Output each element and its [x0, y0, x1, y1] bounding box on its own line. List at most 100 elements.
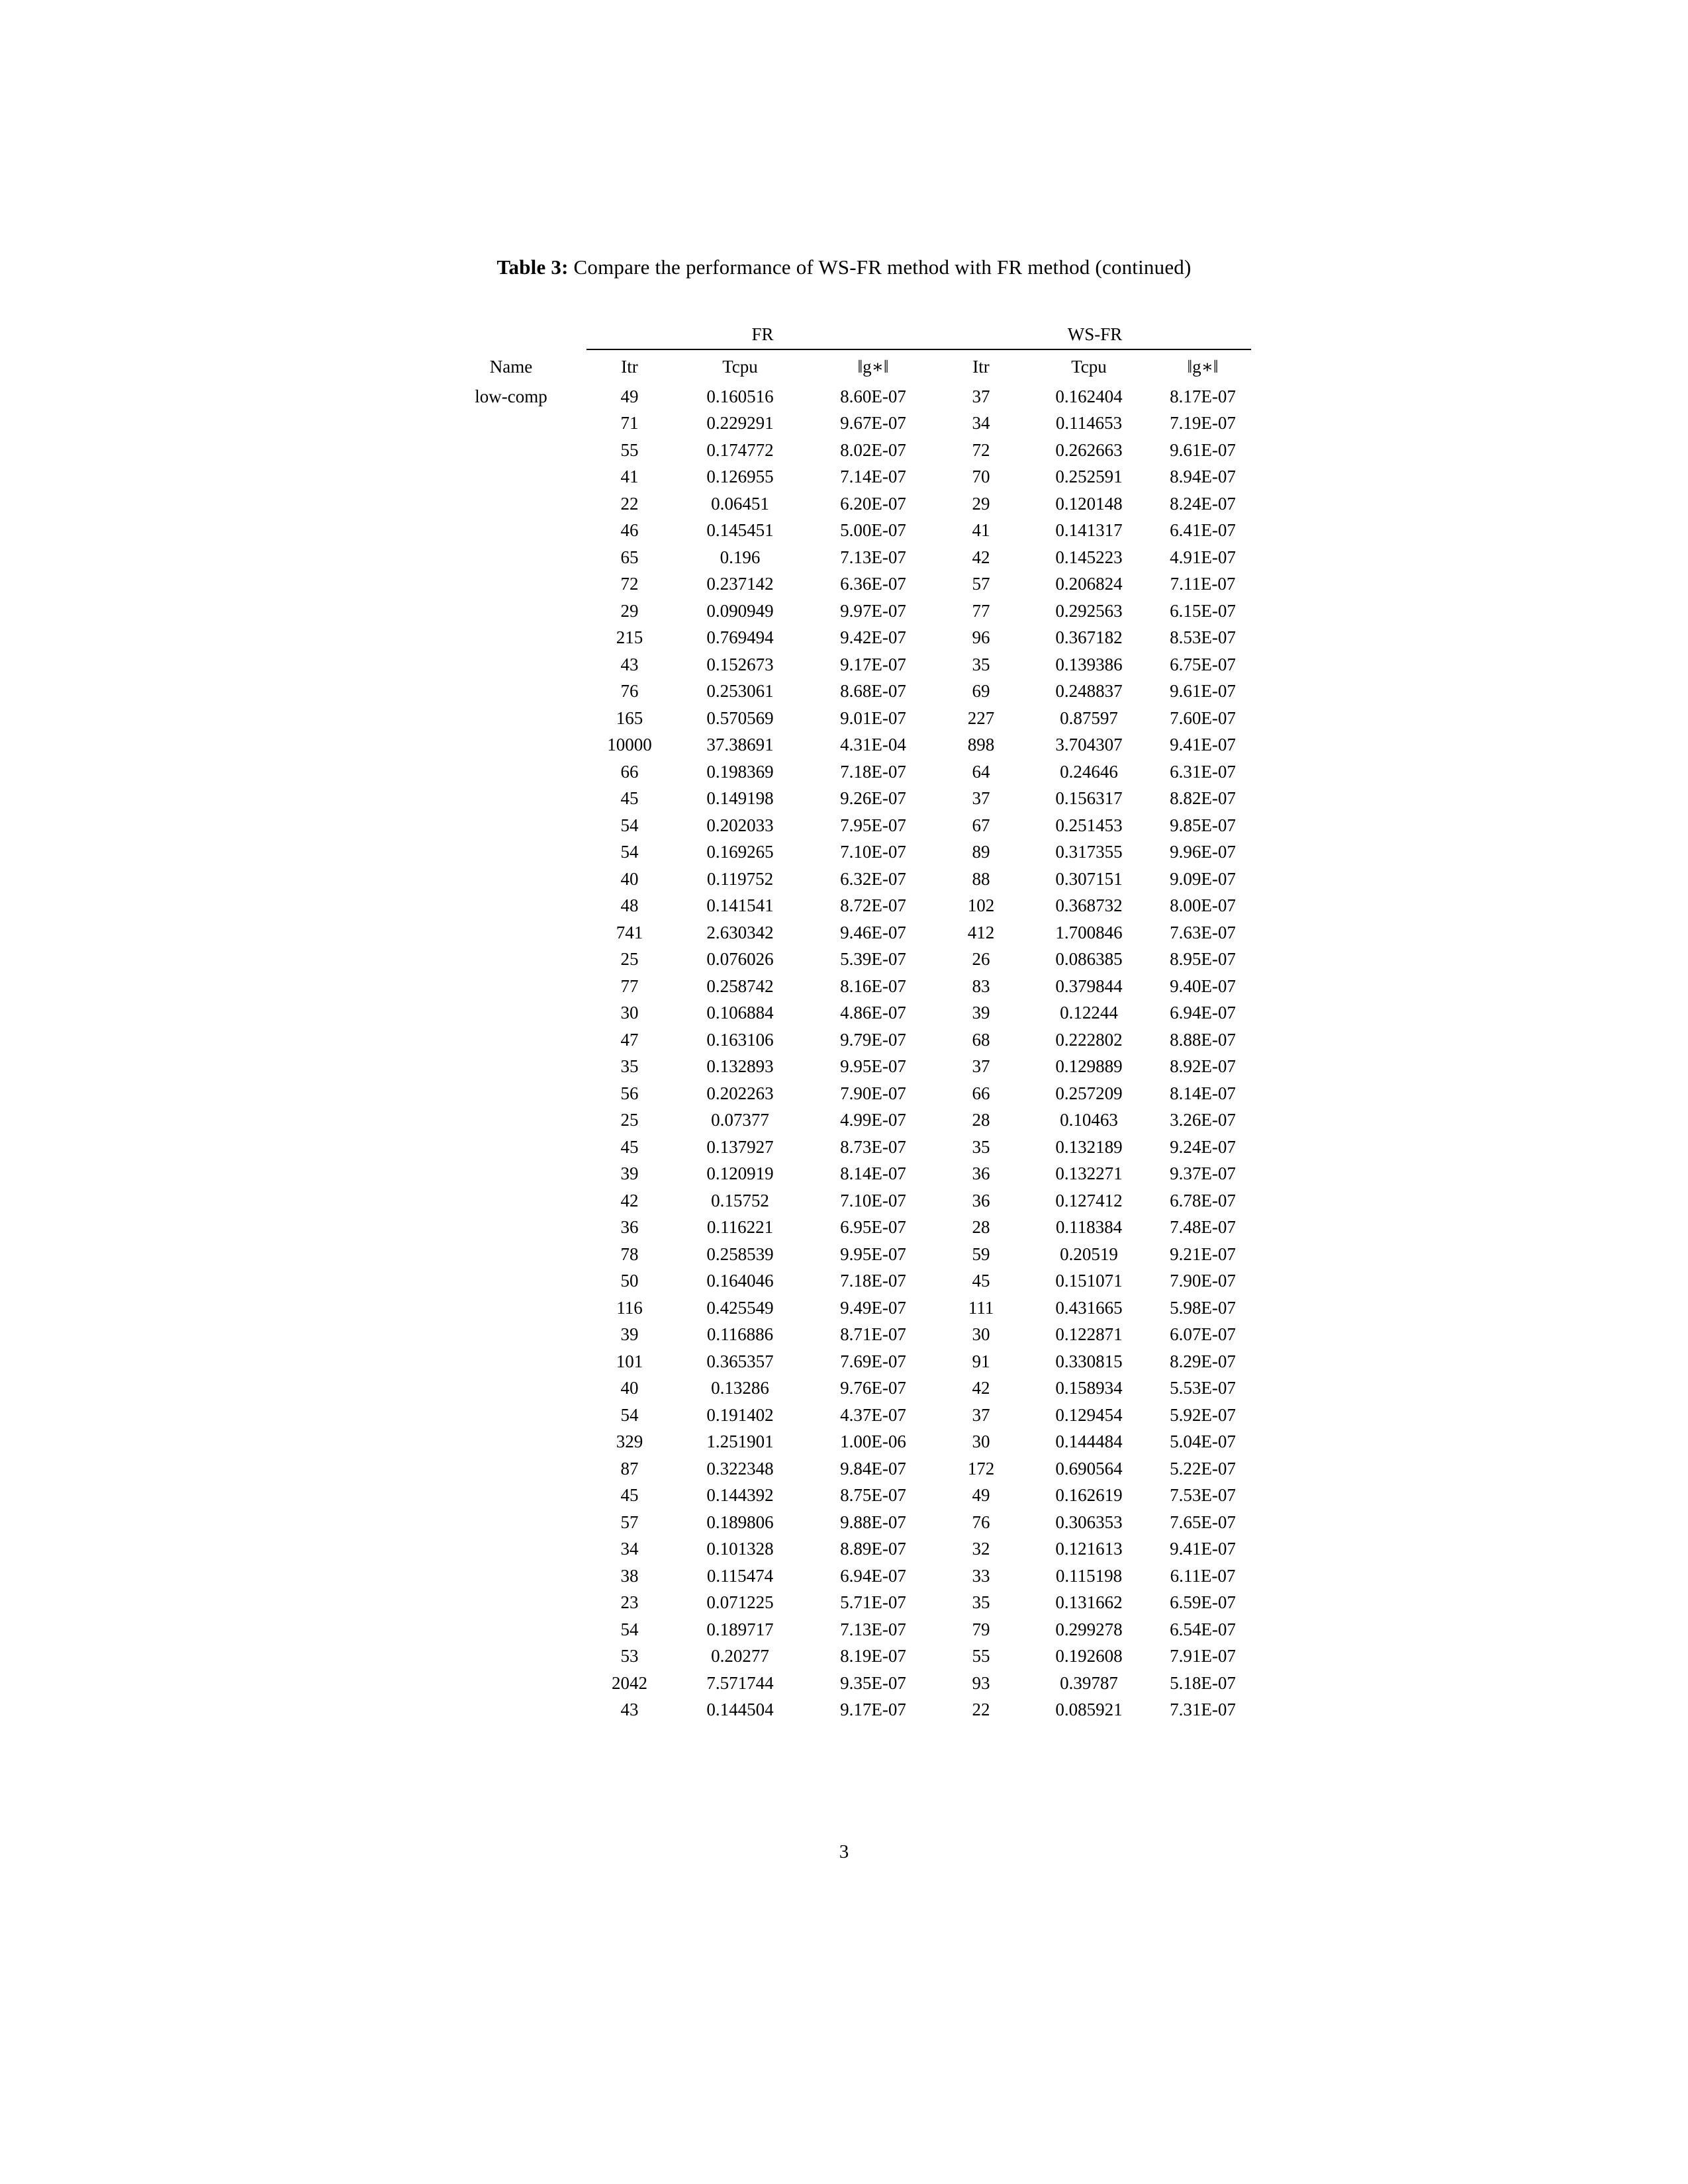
cell-fr_g: 6.94E-07	[840, 1565, 906, 1586]
cell-fr_tcpu: 0.322348	[706, 1458, 774, 1479]
cell-fr_g: 8.60E-07	[840, 386, 906, 406]
cell-ws_itr: 76	[972, 1512, 990, 1532]
cell-ws_g: 7.19E-07	[1170, 413, 1236, 433]
table-row: 741 2.630342 9.46E-07 412 1.700846 7.63E-07	[436, 919, 1251, 946]
cell-name	[436, 1429, 586, 1456]
cell-fr_tcpu: 0.137927	[706, 1136, 774, 1157]
cell-fr_itr: 50	[620, 1271, 639, 1291]
cell-ws_tcpu: 0.24646	[1060, 761, 1118, 782]
cell-fr_itr: 10000	[607, 735, 652, 755]
cell-name	[436, 1295, 586, 1322]
table-row: 47 0.163106 9.79E-07 68 0.222802 8.88E-07	[436, 1026, 1251, 1054]
cell-fr_g: 9.88E-07	[840, 1512, 906, 1532]
cell-name	[436, 1509, 586, 1536]
cell-ws_tcpu: 0.206824	[1055, 574, 1123, 594]
cell-ws_itr: 22	[972, 1700, 990, 1720]
cell-fr_tcpu: 0.198369	[706, 761, 774, 782]
cell-ws_g: 9.41E-07	[1170, 1539, 1236, 1559]
table-row: 25 0.076026 5.39E-07 26 0.086385 8.95E-07	[436, 946, 1251, 974]
cell-ws_tcpu: 0.144484	[1055, 1432, 1123, 1452]
cell-name	[436, 1616, 586, 1643]
cell-ws_tcpu: 0.10463	[1060, 1110, 1118, 1130]
cell-fr_g: 9.95E-07	[840, 1056, 906, 1077]
cell-fr_g: 9.67E-07	[840, 413, 906, 433]
cell-ws_tcpu: 0.306353	[1055, 1512, 1123, 1532]
cell-fr_g: 9.46E-07	[840, 922, 906, 942]
cell-fr_tcpu: 0.071225	[706, 1592, 774, 1613]
cell-fr_itr: 22	[620, 493, 639, 514]
cell-name	[436, 919, 586, 946]
cell-fr_g: 4.86E-07	[840, 1003, 906, 1023]
cell-fr_tcpu: 2.630342	[706, 922, 774, 942]
cell-ws_g: 6.15E-07	[1170, 600, 1236, 621]
column-header-wsfr-gradnorm: ‖g∗‖	[1187, 356, 1219, 377]
cell-ws_itr: 49	[972, 1485, 990, 1506]
cell-fr_g: 8.14E-07	[840, 1163, 906, 1184]
table-row: 329 1.251901 1.00E-06 30 0.144484 5.04E-07	[436, 1429, 1251, 1456]
cell-ws_itr: 172	[967, 1458, 995, 1479]
cell-fr_itr: 43	[620, 654, 639, 674]
cell-name	[436, 651, 586, 678]
cell-ws_g: 6.75E-07	[1170, 654, 1236, 674]
cell-name	[436, 1000, 586, 1027]
cell-fr_g: 5.39E-07	[840, 949, 906, 970]
cell-ws_itr: 41	[972, 520, 990, 541]
cell-ws_itr: 72	[972, 439, 990, 460]
cell-fr_tcpu: 0.126955	[706, 467, 774, 487]
cell-name	[436, 1026, 586, 1054]
cell-name	[436, 625, 586, 652]
cell-fr_g: 9.97E-07	[840, 600, 906, 621]
cell-fr_g: 4.99E-07	[840, 1110, 906, 1130]
cell-ws_itr: 35	[972, 654, 990, 674]
cell-fr_itr: 38	[620, 1565, 639, 1586]
cell-fr_tcpu: 0.189806	[706, 1512, 774, 1532]
cell-ws_tcpu: 0.222802	[1055, 1029, 1123, 1050]
cell-ws_itr: 57	[972, 574, 990, 594]
cell-fr_tcpu: 0.116221	[706, 1217, 774, 1238]
cell-fr_tcpu: 0.06451	[711, 493, 769, 514]
cell-ws_itr: 36	[972, 1163, 990, 1184]
cell-name	[436, 1563, 586, 1590]
cell-fr_g: 9.79E-07	[840, 1029, 906, 1050]
cell-fr_tcpu: 0.570569	[706, 707, 774, 728]
cell-ws_tcpu: 0.251453	[1055, 815, 1123, 835]
cell-ws_tcpu: 0.120148	[1055, 493, 1123, 514]
cell-name	[436, 410, 586, 437]
cell-ws_itr: 29	[972, 493, 990, 514]
cell-fr_tcpu: 0.106884	[706, 1003, 774, 1023]
cell-ws_itr: 67	[972, 815, 990, 835]
table-row: 50 0.164046 7.18E-07 45 0.151071 7.90E-07	[436, 1268, 1251, 1295]
cell-name	[436, 544, 586, 571]
table-row: 116 0.425549 9.49E-07 111 0.431665 5.98E-07	[436, 1295, 1251, 1322]
cell-name	[436, 1241, 586, 1268]
cell-fr_tcpu: 0.076026	[706, 949, 774, 970]
table-row: 55 0.174772 8.02E-07 72 0.262663 9.61E-07	[436, 437, 1251, 464]
cell-fr_itr: 54	[620, 1404, 639, 1425]
cell-fr_itr: 53	[620, 1646, 639, 1666]
cell-ws_g: 7.63E-07	[1170, 922, 1236, 942]
cell-name	[436, 1455, 586, 1482]
cell-ws_itr: 32	[972, 1539, 990, 1559]
table-row: 54 0.169265 7.10E-07 89 0.317355 9.96E-07	[436, 839, 1251, 866]
cell-ws_g: 7.91E-07	[1170, 1646, 1236, 1666]
cell-fr_g: 1.00E-06	[840, 1432, 906, 1452]
cell-ws_g: 7.60E-07	[1170, 707, 1236, 728]
cell-fr_g: 9.26E-07	[840, 788, 906, 809]
table-row: 72 0.237142 6.36E-07 57 0.206824 7.11E-07	[436, 571, 1251, 598]
cell-fr_tcpu: 0.164046	[706, 1271, 774, 1291]
cell-fr_g: 9.49E-07	[840, 1297, 906, 1318]
cell-fr_itr: 72	[620, 574, 639, 594]
cell-ws_itr: 102	[967, 895, 995, 916]
cell-name	[436, 571, 586, 598]
table-row: 39 0.120919 8.14E-07 36 0.132271 9.37E-07	[436, 1161, 1251, 1188]
cell-name	[436, 1322, 586, 1349]
cell-name	[436, 678, 586, 705]
table-row: 40 0.13286 9.76E-07 42 0.158934 5.53E-07	[436, 1375, 1251, 1402]
cell-fr_g: 7.14E-07	[840, 467, 906, 487]
cell-ws_g: 5.04E-07	[1170, 1432, 1236, 1452]
cell-fr_tcpu: 0.189717	[706, 1619, 774, 1639]
cell-ws_g: 9.61E-07	[1170, 439, 1236, 460]
cell-fr_itr: 47	[620, 1029, 639, 1050]
cell-fr_g: 7.69E-07	[840, 1351, 906, 1371]
cell-name	[436, 1590, 586, 1617]
